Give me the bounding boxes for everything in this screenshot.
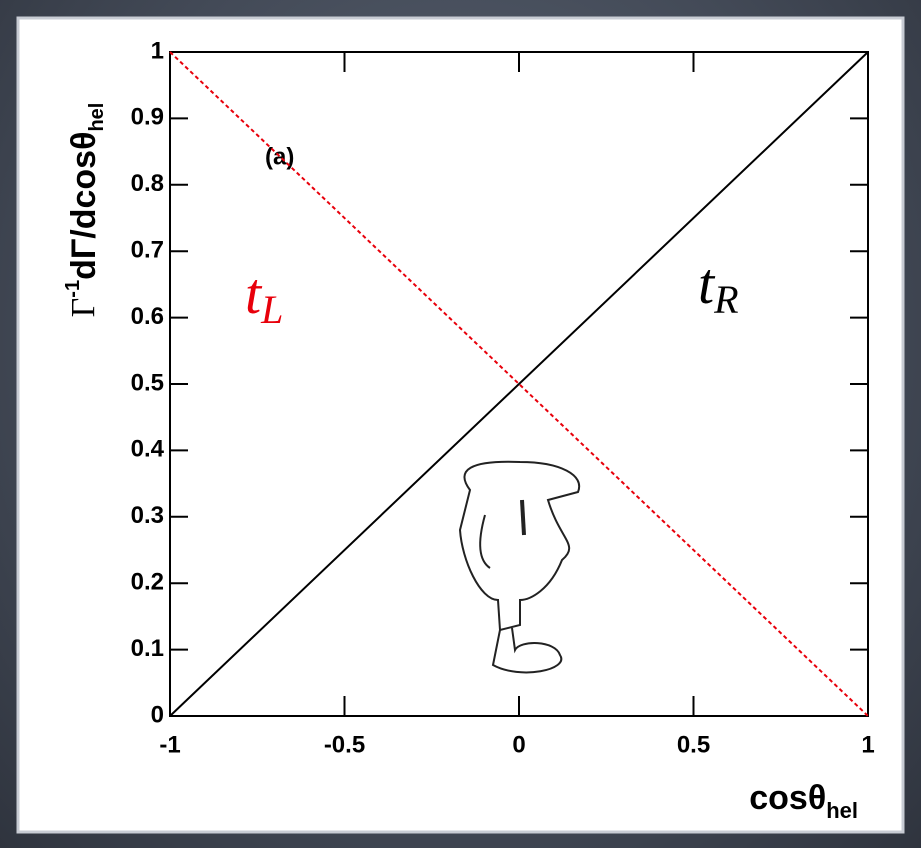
legend-label-main: t <box>698 251 716 316</box>
y-tick-label: 0.7 <box>131 237 164 264</box>
x-label-part: hel <box>826 798 858 823</box>
x-tick-label: 0 <box>512 731 525 758</box>
y-tick-label: 0.1 <box>131 635 164 662</box>
legend-label: tL <box>245 261 283 332</box>
legend-label-main: t <box>245 261 263 326</box>
y-tick-label: 0.8 <box>131 170 164 197</box>
series-line <box>169 51 869 717</box>
y-label-part: hel <box>86 103 108 132</box>
y-axis-label: Γ-1dΓ/dcosθhel <box>62 103 108 318</box>
x-tick-label: -1 <box>159 731 180 758</box>
y-label-part: dΓ/dcosθ <box>65 132 103 280</box>
y-tick-label: 1 <box>151 37 164 64</box>
x-axis-label: cosθhel <box>749 779 858 823</box>
legend-label-sub: R <box>713 277 738 322</box>
legend-label: tR <box>698 251 739 322</box>
y-tick-label: 0.2 <box>131 569 164 596</box>
legend-label-sub: L <box>260 287 283 332</box>
y-label-part: Γ <box>65 298 102 318</box>
y-tick-label: 0 <box>151 701 164 728</box>
panel <box>16 16 905 834</box>
y-tick-label: 0.4 <box>131 436 165 463</box>
x-label-part: cosθ <box>749 779 826 817</box>
annotation: (a) <box>265 143 294 170</box>
y-tick-label: 0.6 <box>131 303 164 330</box>
x-tick-label: 0.5 <box>677 731 710 758</box>
y-tick-label: 0.9 <box>131 104 164 131</box>
cartoon <box>458 460 581 674</box>
y-tick-label: 0.3 <box>131 502 164 529</box>
y-label-part: -1 <box>62 280 84 298</box>
x-tick-label: 1 <box>861 731 874 758</box>
x-tick-label: -0.5 <box>324 731 365 758</box>
y-tick-label: 0.5 <box>131 369 164 396</box>
